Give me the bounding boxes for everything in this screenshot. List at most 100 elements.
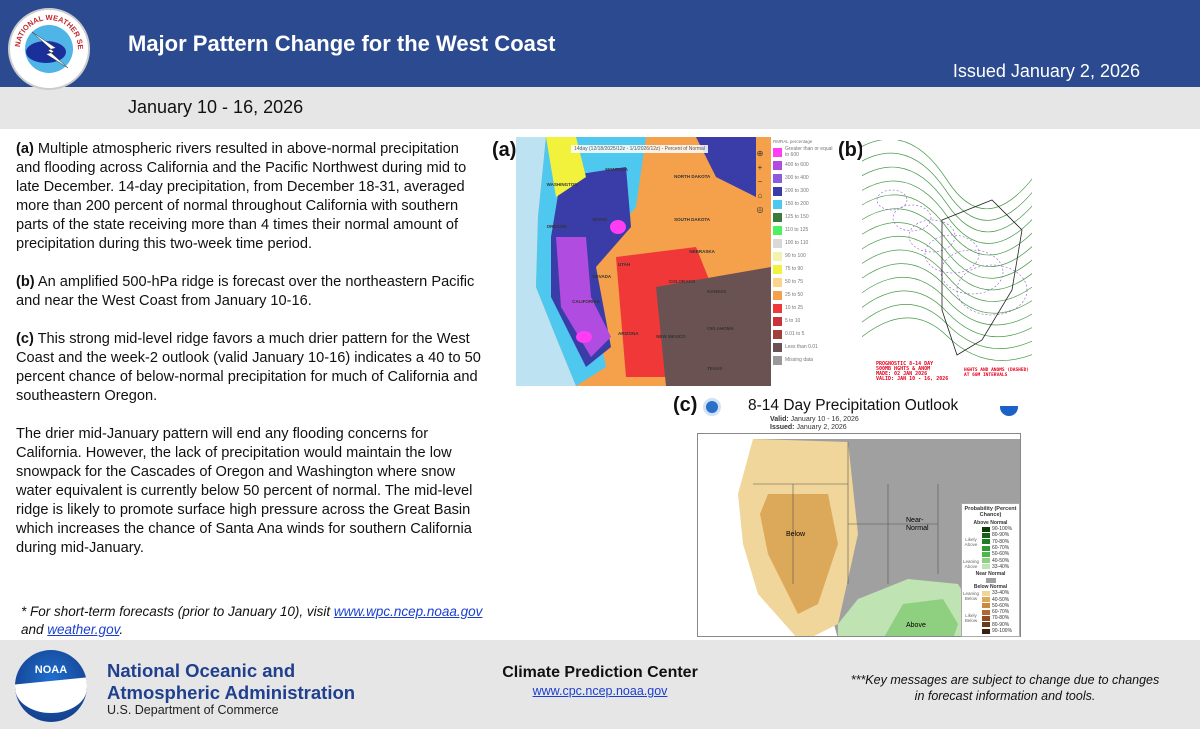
height-contour [862,194,1032,256]
legend-swatch [773,174,782,183]
panel-a-legend: RMRAL percentage Greater than or equal to… [771,137,835,386]
height-contour [862,304,1032,349]
legend-swatch [773,213,782,222]
legend-item: 80-90% [980,622,1019,628]
disclaimer: ***Key messages are subject to change du… [850,673,1160,703]
region-above: Above [906,622,926,629]
legend-item: 50 to 75 [771,276,835,289]
issued-date: Issued January 2, 2026 [952,61,1140,81]
height-contour [862,277,1032,326]
legend-item: 400 to 600 [771,159,835,172]
legend-swatch [773,161,782,170]
legend-swatch [982,539,990,545]
legend-swatch [982,564,990,570]
height-contour [862,263,1032,314]
legend-item: 90-100% [980,628,1019,634]
height-contour [862,317,1032,361]
state-label: ARIZONA [618,331,639,337]
legend-swatch [982,526,990,532]
legend-item: 40-50% [980,596,1019,603]
panel-c-legend: Probability (Percent Chance) Above Norma… [961,503,1020,637]
state-label: NEBRASKA [689,249,715,255]
legend-swatch [773,356,782,365]
legend-item: 50-60% [980,603,1019,609]
wpc-link[interactable]: www.wpc.ncep.noaa.gov [333,604,483,619]
height-contour [862,152,1032,221]
leaning-below-label: Leaning Below [962,591,980,602]
state-label: MONTANA [605,166,628,172]
region-near-normal: Near-Normal [906,517,929,532]
panel-a-label: (a) [492,139,517,161]
height-contour [862,290,1032,338]
contour-note: HGHTS AND ANOMS (DASHED) AT 60M INTERVAL… [964,368,1030,378]
legend-swatch [982,622,990,628]
cpc-block: Climate Prediction Center www.cpc.ncep.no… [502,664,698,698]
cpc-link[interactable]: www.cpc.ncep.noaa.gov [532,684,668,698]
legend-item: 70-80% [980,539,1019,545]
legend-swatch [982,532,990,538]
legend-swatch [982,628,990,634]
legend-item: 10 to 25 [771,302,835,315]
legend-swatch [773,252,782,261]
legend-item: 33-40% [980,590,1019,596]
state-label: NEW MEXICO [656,333,686,339]
coastline [941,199,1023,356]
legend-item: 90 to 100 [771,250,835,263]
legend-swatch [982,551,990,557]
height-contour [862,180,1032,244]
legend-item: 33-40% [980,564,1019,570]
map-zoom-controls[interactable]: ⊕ + − ⌂ ◎ [756,149,764,214]
legend-item: 70-80% [980,615,1019,621]
region-below: Below [786,531,806,538]
legend-swatch [982,603,990,609]
state-label: NORTH DAKOTA [674,174,711,180]
state-label: TEXAS [707,366,723,372]
legend-swatch [773,330,782,339]
height-contour [862,249,1032,302]
legend-item: 50-60% [980,551,1019,557]
short-term-note: * For short-term forecasts (prior to Jan… [21,604,483,637]
likely-above-label: Likely Above [964,536,978,547]
legend-swatch [773,148,782,157]
legend-item: 200 to 300 [771,185,835,198]
legend-item: 300 to 400 [771,172,835,185]
legend-item: 75 to 90 [771,263,835,276]
map-title: 14day (12/18/2025/12z - 1/1/2026/12z) - … [571,145,708,153]
paragraph-summary: The drier mid-January pattern will end a… [16,426,473,556]
state-label: OREGON [546,224,567,230]
anomaly-contour [908,219,956,253]
state-label: IDAHO [592,216,608,222]
anomaly-contour [940,249,1004,295]
legend-swatch [982,609,990,615]
nws-logo: NATIONAL WEATHER SERVICE [7,3,90,90]
legend-item: 60-70% [980,545,1019,551]
legend-swatch [773,226,782,235]
legend-item: Missing data [771,354,835,367]
anomaly-contour [876,189,908,211]
paragraph-c: (c) This strong mid-level ridge favors a… [16,331,481,404]
state-label: WASHINGTON [546,181,578,187]
legend-item: 40-50% [980,557,1019,564]
legend-swatch [982,558,990,564]
state-label: KANSAS [707,288,727,294]
legend-swatch [773,200,782,209]
legend-swatch [773,317,782,326]
legend-item: Greater than or equal to 600 [771,146,835,159]
state-label: UTAH [618,261,631,267]
height-contour [862,208,1032,267]
legend-swatch [982,590,990,596]
legend-swatch [982,545,990,551]
anomaly-contour [956,264,1028,316]
doc-seal-icon [703,398,721,416]
panel-c-label: (c) [673,394,698,416]
paragraph-a: (a) Multiple atmospheric rivers resulted… [16,141,467,252]
legend-swatch [773,343,782,352]
state-label: SOUTH DAKOTA [674,216,711,222]
legend-swatch [982,597,990,603]
legend-swatch [773,304,782,313]
legend-item: 110 to 125 [771,224,835,237]
legend-item: 5 to 10 [771,315,835,328]
weather-gov-link[interactable]: weather.gov [47,622,120,637]
key-messages: (a) Multiple atmospheric rivers resulted… [16,140,486,577]
department: U.S. Department of Commerce [107,703,279,717]
